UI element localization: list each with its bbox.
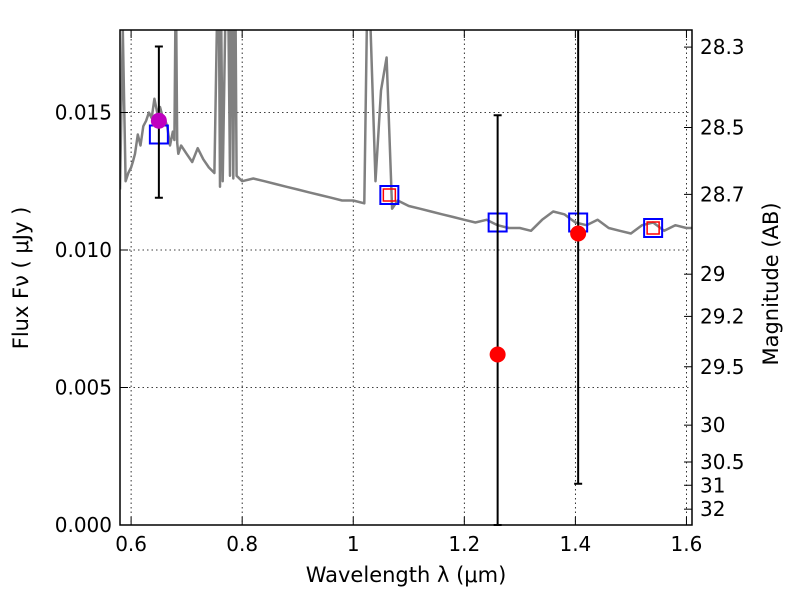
plot-frame	[119, 29, 693, 526]
observed-point	[570, 225, 587, 242]
model-photometry-square	[643, 218, 664, 238]
right-tick-label: 30.5	[700, 450, 745, 474]
y-tick-label: 0.000	[55, 513, 112, 537]
right-tick-label: 28.3	[700, 35, 745, 59]
right-tick-label: 28.7	[700, 182, 745, 206]
x-tick-label: 1.2	[448, 532, 480, 556]
right-tick-label: 28.5	[700, 116, 745, 140]
right-tick-label: 32	[700, 497, 725, 521]
x-axis-label: Wavelength λ (μm)	[306, 563, 507, 587]
right-tick-label: 31	[700, 473, 725, 497]
x-tick-label: 1.6	[671, 532, 703, 556]
y-axis-label: Flux Fν ( μJy )	[9, 207, 33, 350]
model-photometry-square	[379, 185, 400, 205]
x-tick-label: 0.8	[226, 532, 258, 556]
right-tick-label: 29.2	[700, 304, 745, 328]
y-tick-label: 0.015	[55, 101, 112, 125]
x-tick-label: 0.6	[115, 532, 147, 556]
observed-point	[150, 112, 167, 129]
y-axis-right-label: Magnitude (AB)	[759, 202, 783, 365]
model-spectrum-line	[120, 30, 692, 235]
right-tick-label: 29	[700, 262, 725, 286]
right-tick-label: 30	[700, 413, 725, 437]
upper-limit-square	[646, 221, 660, 235]
errorbar-layer	[150, 30, 587, 526]
y-tick-label: 0.005	[55, 376, 112, 400]
x-tick-label: 1.4	[559, 532, 591, 556]
upper-limit-square	[382, 188, 397, 202]
tick-layer: 0.6 0.8 1 1.2 1.4 1.6 0.000 0.005 0.010 0.015 28.3…	[55, 30, 745, 556]
observed-point	[489, 346, 506, 363]
x-tick-label: 1	[347, 532, 360, 556]
y-tick-label: 0.010	[55, 238, 112, 262]
right-tick-label: 29.5	[700, 355, 745, 379]
